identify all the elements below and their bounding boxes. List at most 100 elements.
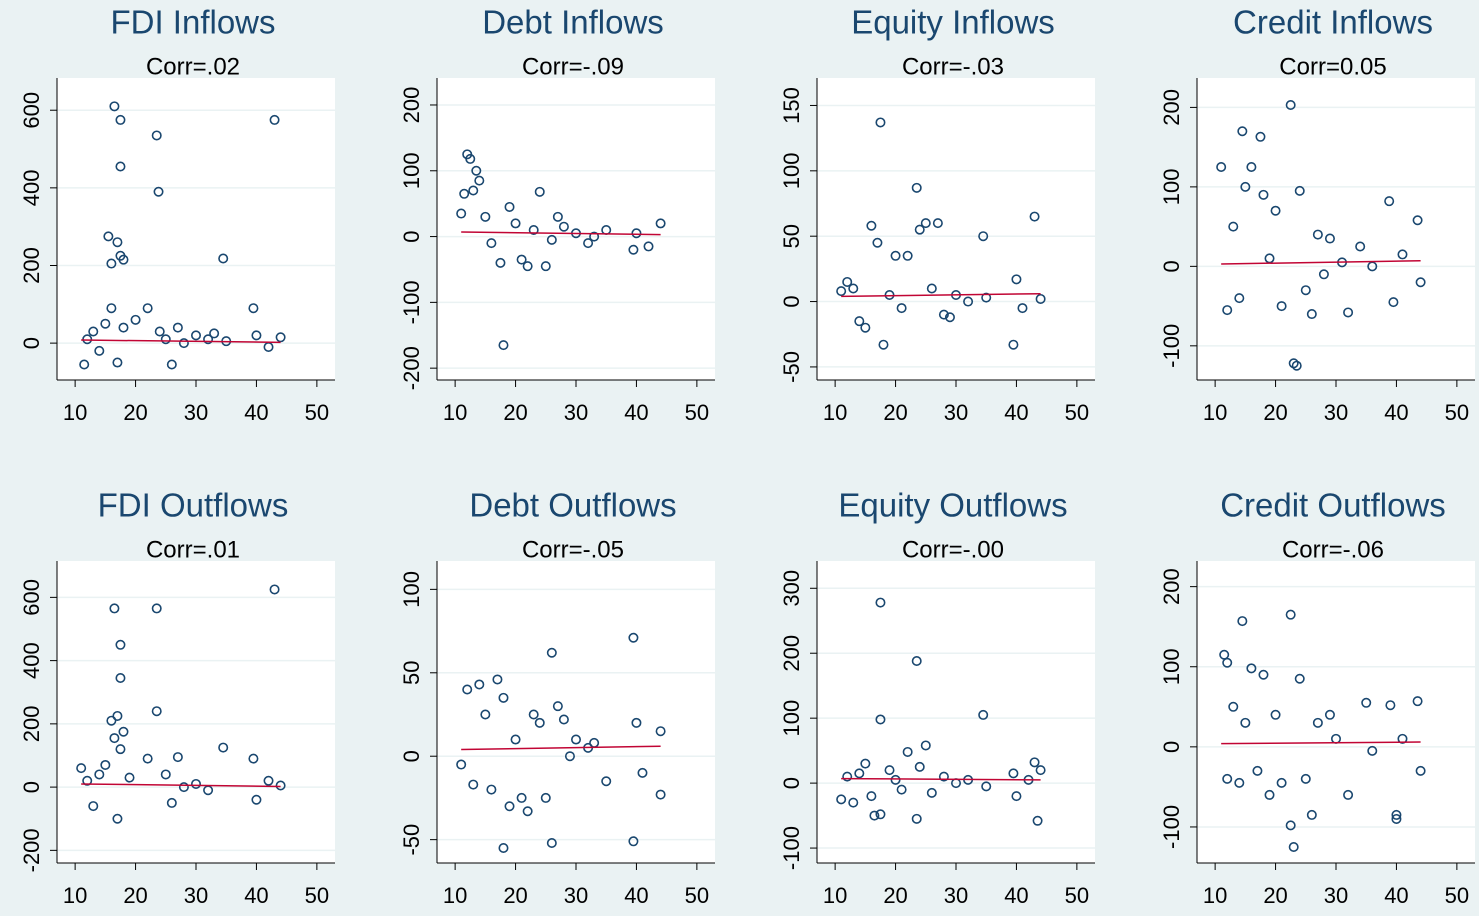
point [191, 330, 202, 341]
point [495, 257, 506, 268]
point [498, 340, 509, 351]
point [1252, 765, 1263, 776]
y-tick-label: 200 [1159, 89, 1184, 126]
point [115, 639, 126, 650]
x-tick-label: 30 [184, 400, 208, 425]
point [1222, 657, 1233, 668]
point [854, 316, 865, 327]
point [570, 734, 581, 745]
y-tick-label: -100 [1159, 805, 1184, 849]
point [1312, 229, 1323, 240]
y-tick-label: 0 [19, 337, 44, 349]
point [902, 746, 913, 757]
chart-title: Equity Outflows [838, 487, 1067, 524]
point [534, 717, 545, 728]
chart-subtitle: Corr=.02 [146, 53, 240, 80]
point [1032, 815, 1043, 826]
x-tick-label: 10 [1203, 400, 1227, 425]
point [1412, 696, 1423, 707]
x-tick-label: 40 [1004, 400, 1028, 425]
x-tick-label: 40 [244, 883, 268, 908]
fit-line [1221, 260, 1421, 265]
fit-line [461, 745, 661, 751]
chart-title: Debt Inflows [482, 4, 664, 41]
y-tick-label: 400 [19, 169, 44, 206]
fit-line [81, 783, 281, 788]
point [637, 767, 648, 778]
y-tick-label: -100 [1159, 324, 1184, 368]
y-tick-label: 400 [19, 642, 44, 679]
point [465, 153, 476, 164]
point [978, 709, 989, 720]
point [643, 241, 654, 252]
plot-area [437, 561, 715, 863]
point [1246, 162, 1257, 173]
point [109, 733, 120, 744]
point [160, 769, 171, 780]
point [1388, 297, 1399, 308]
y-tick-label: -50 [399, 824, 424, 856]
x-tick-label: 20 [1263, 400, 1287, 425]
point [1397, 733, 1408, 744]
point [1276, 301, 1287, 312]
point [94, 345, 105, 356]
point [471, 165, 482, 176]
x-tick-label: 10 [1203, 883, 1227, 908]
point [498, 842, 509, 853]
point [1008, 768, 1019, 779]
point [1343, 789, 1354, 800]
point [468, 779, 479, 790]
point [564, 751, 575, 762]
x-tick-label: 20 [503, 883, 527, 908]
point [510, 218, 521, 229]
chart-subtitle: Corr=-.06 [1282, 536, 1384, 563]
point [1222, 773, 1233, 784]
x-tick-label: 10 [63, 400, 87, 425]
point [1240, 717, 1251, 728]
point [911, 182, 922, 193]
point [546, 647, 557, 658]
point [872, 237, 883, 248]
point [875, 597, 886, 608]
point [151, 130, 162, 141]
point [1258, 669, 1269, 680]
point [151, 706, 162, 717]
point [112, 813, 123, 824]
point [82, 775, 93, 786]
plot-area [817, 561, 1095, 863]
point [589, 231, 600, 242]
point [546, 234, 557, 245]
point [1412, 215, 1423, 226]
point [486, 238, 497, 249]
point [106, 258, 117, 269]
point [178, 338, 189, 349]
point [1264, 789, 1275, 800]
point [1234, 293, 1245, 304]
point [166, 797, 177, 808]
chart-subtitle: Corr=.01 [146, 536, 240, 563]
point [528, 224, 539, 235]
y-tick-label: 200 [19, 247, 44, 284]
x-tick-label: 20 [123, 883, 147, 908]
point [920, 218, 931, 229]
point [124, 772, 135, 783]
point [203, 334, 214, 345]
x-tick-label: 50 [685, 883, 709, 908]
point [558, 221, 569, 232]
chart-subtitle: Corr=-.00 [902, 536, 1004, 563]
point [914, 761, 925, 772]
x-tick-label: 20 [503, 400, 527, 425]
point [151, 603, 162, 614]
point [115, 114, 126, 125]
point [153, 186, 164, 197]
point [1255, 131, 1266, 142]
y-tick-label: 50 [399, 661, 424, 685]
point [456, 208, 467, 219]
point [981, 781, 992, 792]
chart-subtitle: Corr=-.03 [902, 53, 1004, 80]
x-tick-label: 20 [123, 400, 147, 425]
point [1237, 126, 1248, 137]
point [480, 211, 491, 222]
point [1294, 185, 1305, 196]
point [1367, 745, 1378, 756]
